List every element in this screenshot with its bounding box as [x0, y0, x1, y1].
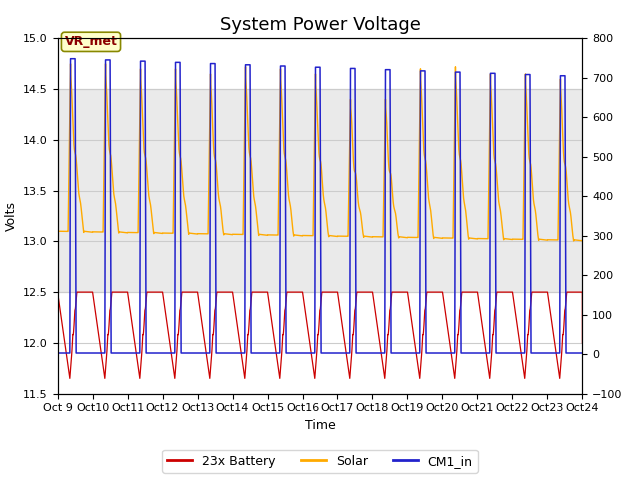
Text: VR_met: VR_met: [65, 36, 117, 48]
Y-axis label: Volts: Volts: [4, 201, 17, 231]
Bar: [58, 89, 582, 292]
Title: System Power Voltage: System Power Voltage: [220, 16, 420, 34]
Legend: 23x Battery, Solar, CM1_in: 23x Battery, Solar, CM1_in: [163, 450, 477, 473]
X-axis label: Time: Time: [305, 419, 335, 432]
